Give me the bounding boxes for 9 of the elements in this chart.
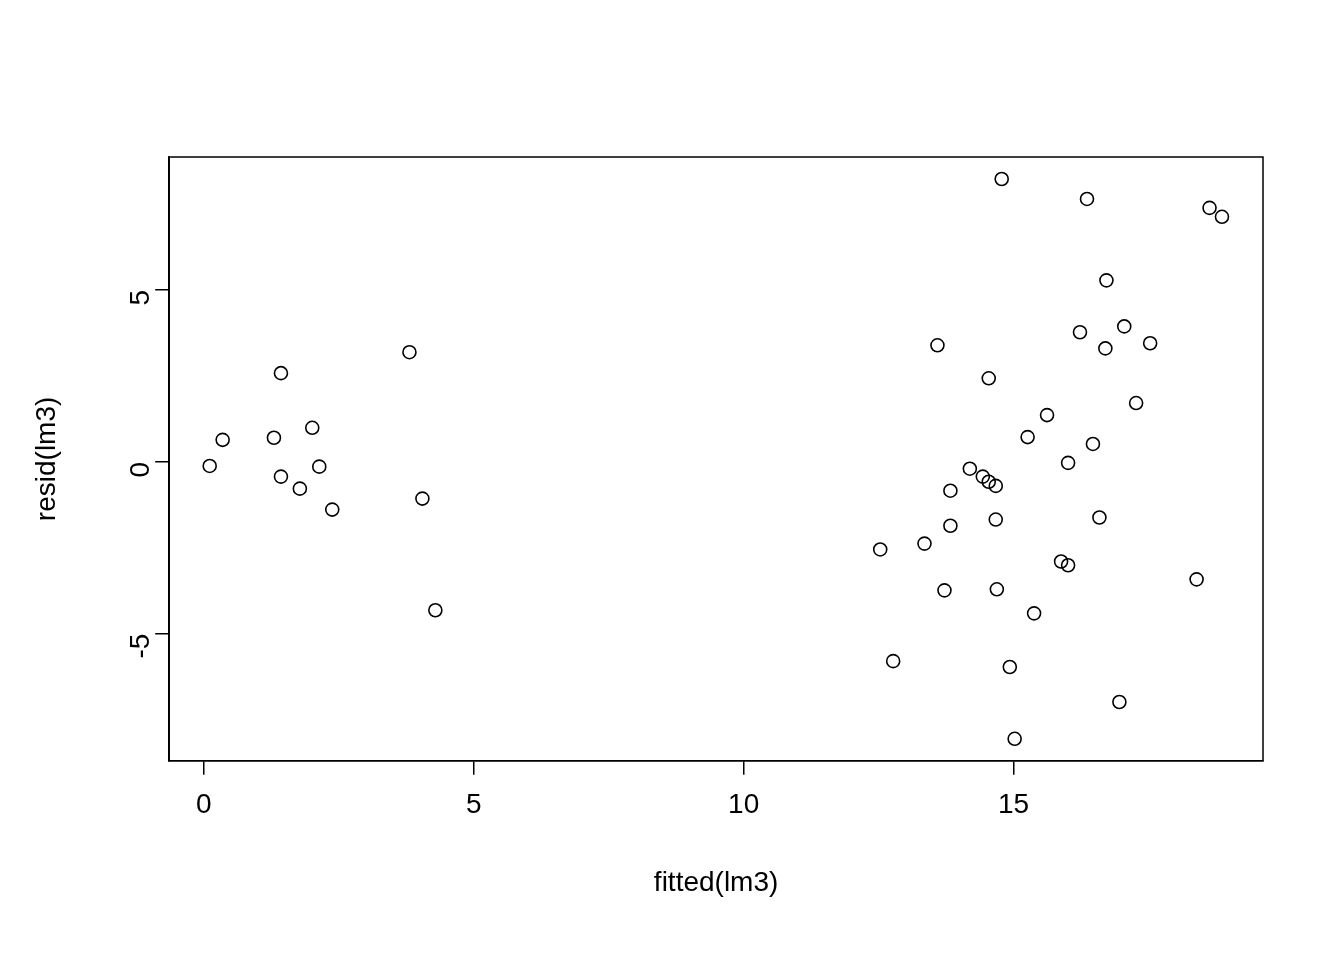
y-axis-title: resid(lm3) bbox=[29, 396, 61, 522]
y-tick-label: -5 bbox=[123, 633, 155, 659]
y-tick-label: 0 bbox=[123, 461, 155, 478]
x-tick-label: 0 bbox=[195, 788, 212, 820]
x-axis-title: fitted(lm3) bbox=[653, 865, 779, 897]
y-tick-label: 5 bbox=[123, 289, 155, 306]
x-tick-label: 5 bbox=[465, 788, 482, 820]
x-tick-label: 15 bbox=[998, 788, 1030, 820]
x-tick-label: 10 bbox=[728, 788, 760, 820]
